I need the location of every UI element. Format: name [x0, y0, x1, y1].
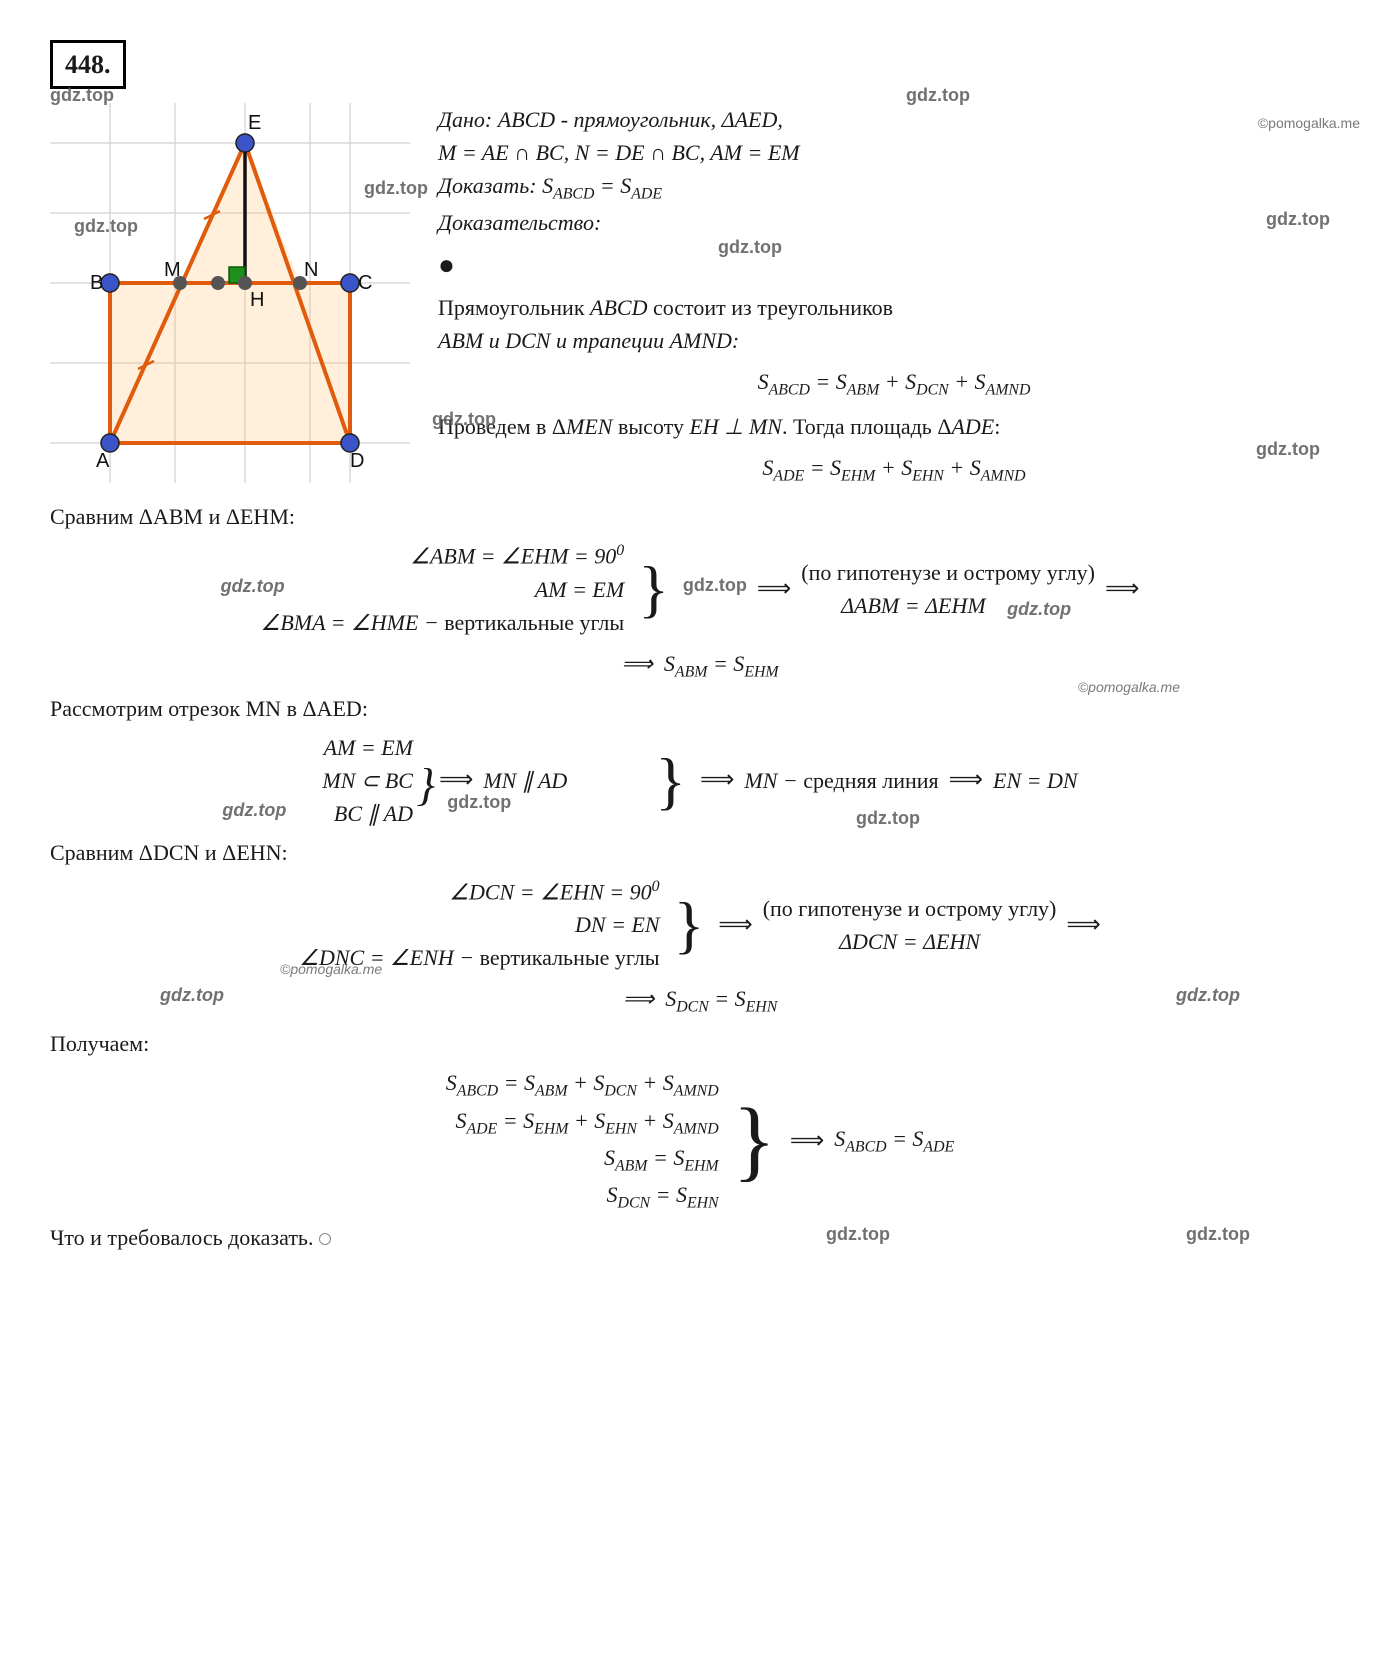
svg-text:N: N	[304, 259, 318, 281]
svg-text:E: E	[248, 112, 261, 134]
paragraph-2: ABM и DCN и трапеции AMND:	[438, 324, 1350, 357]
label-dano: Дано:	[438, 107, 492, 132]
svg-text:C: C	[358, 272, 372, 294]
watermark-copy: ©pomogalka.me	[1258, 113, 1360, 134]
final-intro: Получаем:	[50, 1027, 1350, 1060]
dano-text: ABCD - прямоугольник, ΔAED,	[498, 107, 783, 132]
brace-block-final: SABCD = SABM + SDCN + SAMND SADE = SEHM …	[50, 1066, 1350, 1215]
qed: Что и требовалось доказать. gdz.top gdz.…	[50, 1221, 1350, 1254]
eq-sabcd: SABCD = SABM + SDCN + SAMND	[438, 365, 1350, 402]
qed-icon	[319, 1233, 331, 1245]
brace-block-2: ∠DCN = ∠EHN = 900 DN = EN ∠DNC = ∠ENH − …	[50, 875, 1350, 974]
svg-text:M: M	[164, 259, 181, 281]
geometry-diagram: E B C M H N A D	[50, 103, 410, 483]
eq-dcn-ehn: gdz.top ⟹ SDCN = SEHN gdz.top	[50, 982, 1350, 1019]
svg-text:A: A	[96, 450, 110, 472]
watermark: gdz.top	[1266, 206, 1330, 233]
paragraph-1: Прямоугольник ABCD состоит из треугольни…	[438, 291, 1350, 324]
paragraph-3: gdz.top Проведем в ΔMEN высоту EH ⊥ MN. …	[438, 410, 1350, 443]
eq-abm-ehm: ⟹ SABM = SEHM ©pomogalka.me	[50, 647, 1350, 684]
bullet-icon: ●	[438, 250, 455, 281]
svg-text:H: H	[250, 289, 264, 311]
watermark: gdz.top	[364, 175, 428, 202]
figure: E B C M H N A D gdz.top gdz.top	[50, 103, 410, 492]
watermark: gdz.top	[74, 213, 138, 240]
svg-text:D: D	[350, 450, 364, 472]
svg-text:B: B	[90, 272, 103, 294]
label-proof: Доказательство:	[438, 210, 601, 235]
brace-block-mn: AM = EM MN ⊂ BC} gdz.topBC ∥ AD ⟹ MN ∥ A…	[50, 731, 1350, 830]
label-prove: Доказать:	[438, 173, 537, 198]
mn-intro: Рассмотрим отрезок MN в ΔAED:	[50, 692, 1350, 725]
eq-sade: SADE = SEHM + SEHN + SAMND	[438, 451, 1350, 488]
compare-2: Сравним ΔDCN и ΔEHN:	[50, 836, 1350, 869]
dano-text-2: M = AE ∩ BC, N = DE ∩ BC, AM = EM	[438, 136, 1350, 169]
brace-block-1: ∠ABM = ∠EHM = 900 gdz.topAM = EM ∠BMA = …	[50, 539, 1350, 638]
compare-1: Сравним ΔABM и ΔEHM:	[50, 500, 1350, 533]
